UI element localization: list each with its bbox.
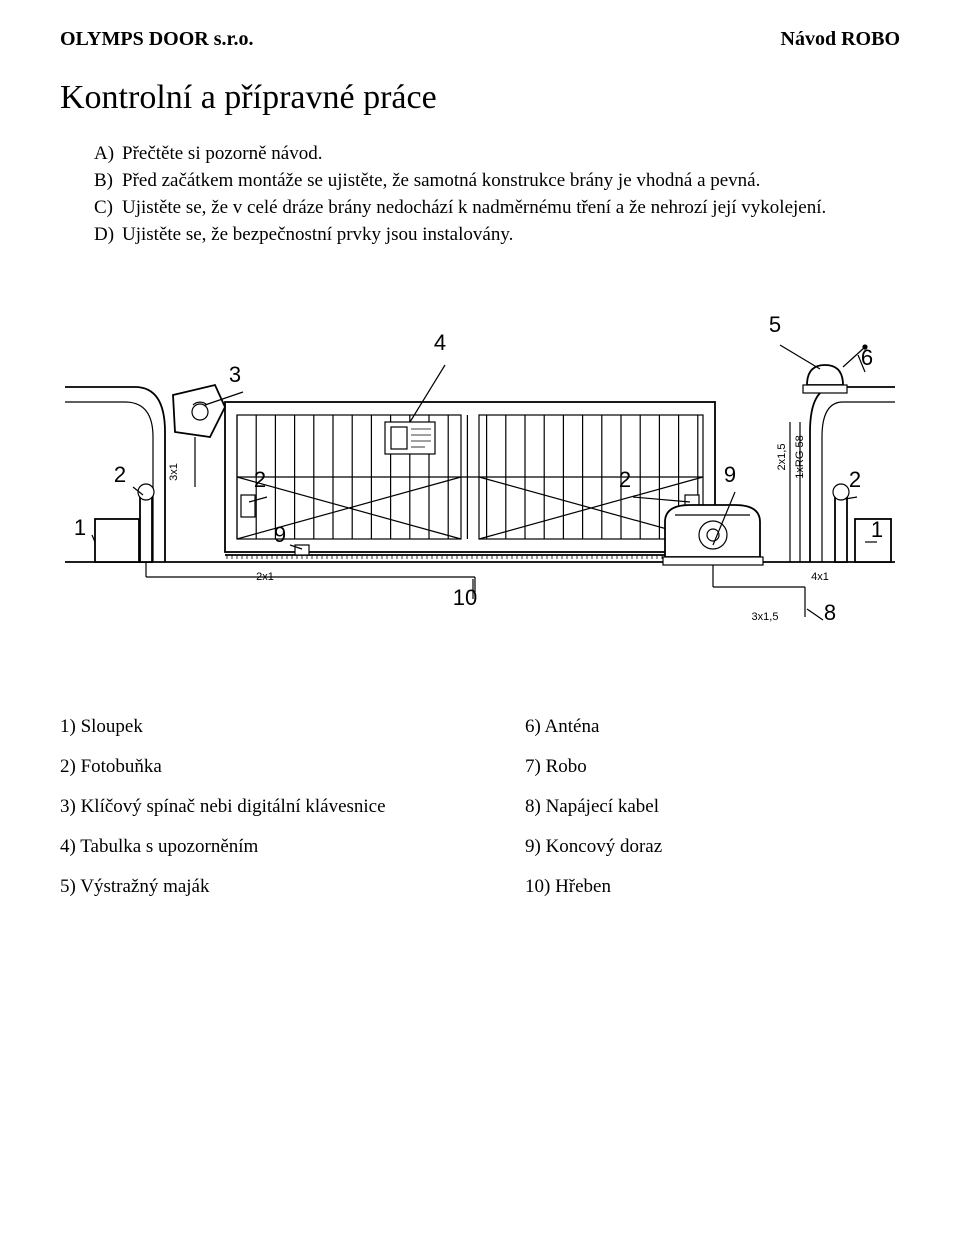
instruction-marker: B) — [94, 168, 122, 193]
legend-col-left: 1) Sloupek2) Fotobuňka3) Klíčový spínač … — [60, 707, 435, 906]
svg-text:2x1,5: 2x1,5 — [776, 444, 788, 471]
gate-diagram: 1232492569211083x12x12x1,51xRG 584x13x1,… — [65, 287, 895, 647]
instruction-text: Před začátkem montáže se ujistěte, že sa… — [122, 168, 900, 193]
diagram-container: 1232492569211083x12x12x1,51xRG 584x13x1,… — [60, 287, 900, 647]
svg-text:10: 10 — [453, 585, 477, 610]
legend-item: 6) Anténa — [525, 707, 900, 747]
svg-text:2: 2 — [619, 467, 631, 492]
svg-text:9: 9 — [274, 522, 286, 547]
legend-item: 5) Výstražný maják — [60, 867, 435, 907]
legend-item: 1) Sloupek — [60, 707, 435, 747]
legend-item: 9) Koncový doraz — [525, 827, 900, 867]
instruction-item: A)Přečtěte si pozorně návod. — [94, 141, 900, 166]
instruction-marker: C) — [94, 195, 122, 220]
svg-text:4: 4 — [434, 330, 446, 355]
legend-item: 2) Fotobuňka — [60, 747, 435, 787]
instruction-text: Ujistěte se, že v celé dráze brány nedoc… — [122, 195, 900, 220]
svg-text:6: 6 — [861, 345, 873, 370]
legend-item: 10) Hřeben — [525, 867, 900, 907]
page-header: OLYMPS DOOR s.r.o. Návod ROBO — [60, 28, 900, 51]
svg-text:2: 2 — [849, 467, 861, 492]
instruction-item: C)Ujistěte se, že v celé dráze brány ned… — [94, 195, 900, 220]
instruction-marker: A) — [94, 141, 122, 166]
svg-text:1xRG 58: 1xRG 58 — [794, 436, 806, 479]
legend-item: 4) Tabulka s upozorněním — [60, 827, 435, 867]
header-left: OLYMPS DOOR s.r.o. — [60, 28, 254, 51]
instruction-item: B)Před začátkem montáže se ujistěte, že … — [94, 168, 900, 193]
svg-text:2: 2 — [114, 462, 126, 487]
svg-text:4x1: 4x1 — [811, 571, 829, 583]
svg-text:2x1: 2x1 — [256, 571, 274, 583]
page: OLYMPS DOOR s.r.o. Návod ROBO Kontrolní … — [0, 0, 960, 947]
svg-text:1: 1 — [74, 515, 86, 540]
svg-text:1: 1 — [871, 517, 883, 542]
legend: 1) Sloupek2) Fotobuňka3) Klíčový spínač … — [60, 707, 900, 906]
page-title: Kontrolní a přípravné práce — [60, 79, 900, 117]
svg-text:3: 3 — [229, 362, 241, 387]
svg-text:5: 5 — [769, 312, 781, 337]
legend-item: 7) Robo — [525, 747, 900, 787]
legend-item: 8) Napájecí kabel — [525, 787, 900, 827]
instruction-list: A)Přečtěte si pozorně návod.B)Před začát… — [60, 141, 900, 247]
instruction-text: Ujistěte se, že bezpečnostní prvky jsou … — [122, 222, 900, 247]
svg-text:2: 2 — [254, 467, 266, 492]
legend-item: 3) Klíčový spínač nebi digitální klávesn… — [60, 787, 435, 827]
legend-col-right: 6) Anténa7) Robo8) Napájecí kabel9) Konc… — [525, 707, 900, 906]
header-right: Návod ROBO — [781, 28, 900, 51]
svg-text:8: 8 — [824, 600, 836, 625]
svg-text:3x1: 3x1 — [168, 463, 180, 481]
instruction-text: Přečtěte si pozorně návod. — [122, 141, 900, 166]
svg-text:3x1,5: 3x1,5 — [752, 611, 779, 623]
svg-text:9: 9 — [724, 462, 736, 487]
instruction-marker: D) — [94, 222, 122, 247]
instruction-item: D)Ujistěte se, že bezpečnostní prvky jso… — [94, 222, 900, 247]
